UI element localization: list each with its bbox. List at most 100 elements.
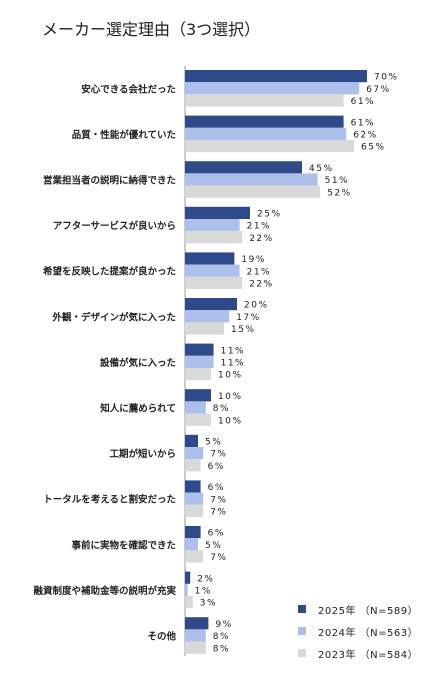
data-label: 10%: [218, 392, 243, 402]
bar: [185, 413, 211, 426]
category-label: 品質・性能が優れていた: [72, 129, 176, 141]
bar: [185, 310, 230, 323]
data-label: 52%: [327, 188, 352, 198]
data-label: 1%: [195, 587, 212, 597]
category-label: 知人に薦められて: [99, 403, 176, 415]
bar: [185, 617, 209, 630]
bar: [185, 298, 237, 311]
category-label: 工期が短いから: [109, 448, 176, 460]
data-label: 5%: [205, 541, 222, 551]
data-label: 2%: [197, 574, 214, 584]
bar: [185, 231, 243, 244]
category-label: 事前に実物を確認できた: [71, 539, 176, 551]
bar: [185, 459, 201, 472]
data-label: 3%: [200, 599, 217, 609]
legend-item-2024: 2024年 （N=563）: [298, 620, 418, 642]
legend-item-2023: 2023年 （N=584）: [298, 642, 418, 664]
category-label: 外観・デザインが気に入った: [51, 311, 176, 323]
bar: [185, 322, 224, 335]
data-label: 70%: [374, 73, 399, 83]
bar: [185, 82, 360, 95]
category-label: 設備が気に入った: [100, 357, 176, 369]
data-label: 7%: [210, 450, 227, 460]
category-label: アフターサービスが良いから: [53, 220, 176, 232]
data-label: 7%: [210, 495, 227, 505]
bar: [185, 641, 206, 654]
category-label: 融資制度や補助金等の説明が充実: [33, 585, 176, 597]
data-label: 10%: [218, 371, 243, 381]
legend-label-2025: 2025年 （N=589）: [318, 605, 419, 617]
data-label: 45%: [309, 164, 334, 174]
legend-item-2025: 2025年 （N=589）: [298, 598, 418, 620]
bar: [185, 276, 243, 289]
data-label: 65%: [361, 143, 386, 153]
data-label: 22%: [249, 280, 274, 290]
data-label: 11%: [221, 359, 246, 369]
data-label: 17%: [236, 313, 261, 323]
bar: [185, 596, 193, 609]
data-label: 7%: [210, 553, 227, 563]
data-label: 9%: [215, 620, 232, 630]
data-label: 11%: [221, 346, 246, 356]
bar: [185, 583, 188, 596]
bar: [185, 447, 204, 460]
bar: [185, 480, 201, 493]
bar: [185, 492, 204, 505]
data-label: 67%: [366, 85, 391, 95]
bar: [185, 94, 344, 107]
data-label: 6%: [208, 483, 225, 493]
data-label: 62%: [353, 131, 378, 141]
bar: [185, 264, 240, 277]
data-label: 19%: [241, 255, 266, 265]
bar: [185, 629, 206, 642]
data-label: 61%: [351, 97, 376, 107]
data-label: 10%: [218, 416, 243, 426]
legend-label-2024: 2024年 （N=563）: [318, 627, 419, 639]
data-label: 8%: [213, 632, 230, 642]
bar: [185, 550, 204, 563]
data-label: 7%: [210, 508, 227, 518]
bar: [185, 219, 240, 232]
legend-swatch-2023: [298, 649, 306, 657]
bar: [185, 206, 250, 219]
bar: [185, 343, 214, 356]
bar: [185, 252, 235, 265]
bar: [185, 504, 204, 517]
data-label: 6%: [208, 529, 225, 539]
data-label: 21%: [247, 222, 272, 232]
category-label: トータルを考えると割安だった: [43, 494, 176, 506]
bar: [185, 571, 191, 584]
chart-title: メーカー選定理由（3つ選択）: [42, 20, 261, 39]
bar: [185, 434, 198, 447]
data-label: 51%: [325, 176, 350, 186]
category-label: 営業担当者の説明に納得できた: [43, 175, 176, 187]
bar: [185, 389, 211, 402]
data-label: 21%: [247, 267, 272, 277]
bar: [185, 161, 302, 174]
legend: 2025年 （N=589） 2024年 （N=563） 2023年 （N=584…: [298, 598, 418, 664]
bar: [185, 140, 354, 153]
category-label: その他: [147, 631, 176, 643]
legend-label-2023: 2023年 （N=584）: [318, 649, 419, 661]
data-label: 20%: [244, 301, 269, 311]
data-label: 61%: [351, 118, 376, 128]
bar: [185, 401, 206, 414]
bar: [185, 115, 344, 128]
data-label: 25%: [257, 210, 282, 220]
data-label: 8%: [213, 644, 230, 654]
data-label: 5%: [205, 438, 222, 448]
data-label: 15%: [231, 325, 256, 335]
legend-swatch-2024: [298, 627, 306, 635]
bar: [185, 127, 347, 140]
bar: [185, 538, 198, 551]
bar: [185, 368, 211, 381]
bar: [185, 173, 318, 186]
bar: [185, 355, 214, 368]
bar: [185, 70, 367, 83]
bar: [185, 526, 201, 539]
category-label: 安心できる会社だった: [81, 83, 176, 95]
category-label: 希望を反映した提案が良かった: [43, 266, 176, 278]
bar: [185, 185, 321, 198]
data-label: 6%: [208, 462, 225, 472]
